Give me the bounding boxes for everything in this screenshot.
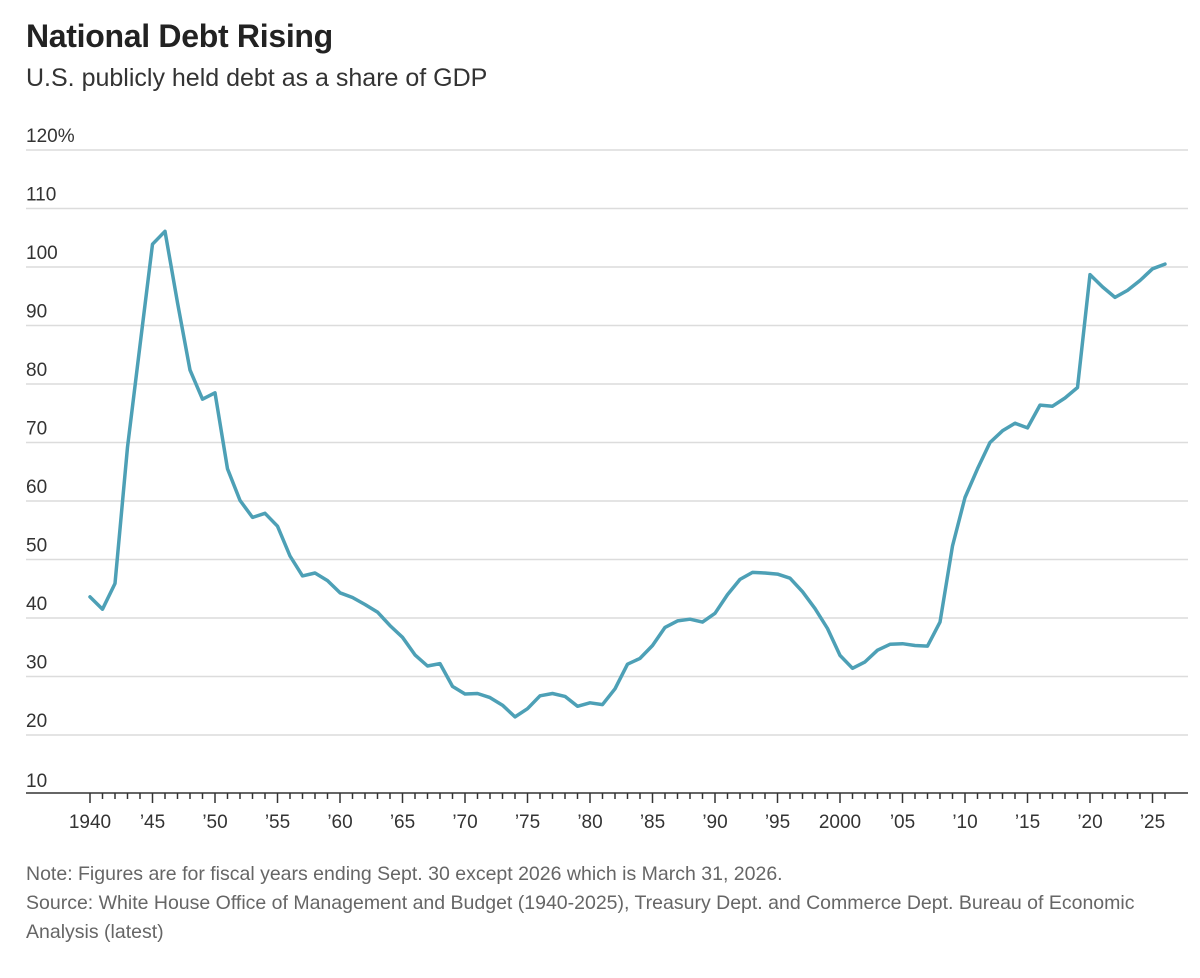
x-tick-label: 1940 [69, 812, 111, 833]
series-line [88, 229, 1167, 719]
x-tick-label: ’90 [702, 812, 727, 833]
x-tick-label: ’15 [1015, 812, 1040, 833]
x-tick-label: ’20 [1077, 812, 1102, 833]
chart-title: National Debt Rising [26, 18, 333, 54]
y-tick-label: 30 [26, 653, 47, 674]
x-tick-label: ’95 [765, 812, 790, 833]
series-layer [88, 229, 1167, 719]
x-tick-label: ’60 [327, 812, 352, 833]
x-tick-label: ’80 [577, 812, 602, 833]
y-tick-label: 70 [26, 419, 47, 440]
y-tick-label: 120% [26, 126, 75, 147]
chart-subtitle: U.S. publicly held debt as a share of GD… [26, 64, 488, 92]
x-tick-label: ’55 [265, 812, 290, 833]
x-tick-label: ’65 [390, 812, 415, 833]
y-tick-label: 90 [26, 302, 47, 323]
y-tick-label: 10 [26, 771, 47, 792]
x-tick-label: ’70 [452, 812, 477, 833]
x-tick-label: ’45 [140, 812, 165, 833]
chart-notes: Note: Figures are for fiscal years endin… [26, 860, 1186, 947]
footnote: Note: Figures are for fiscal years endin… [26, 863, 783, 885]
y-tick-label: 100 [26, 243, 58, 264]
x-tick-label: ’05 [890, 812, 915, 833]
x-tick-label: ’25 [1140, 812, 1165, 833]
x-tick-label: ’50 [202, 812, 227, 833]
x-tick-label: ’85 [640, 812, 665, 833]
line-chart: 120% 110 100 90 80 70 60 50 40 30 20 10 1940 ’45 ’50 ’… [26, 126, 1188, 833]
x-tick-label: 2000 [819, 812, 861, 833]
x-tick-label: ’10 [952, 812, 977, 833]
y-tick-label: 50 [26, 536, 47, 557]
source-note: Source: White House Office of Management… [26, 892, 1135, 943]
y-tick-label: 80 [26, 360, 47, 381]
y-axis-labels: 120% 110 100 90 80 70 60 50 40 30 20 10 [26, 126, 75, 792]
y-tick-label: 20 [26, 711, 47, 732]
x-axis: 1940 ’45 ’50 ’55 ’60 ’65 ’70 ’75 ’80 ’85 ’90 ’95 200… [26, 792, 1188, 833]
x-tick-label: ’75 [515, 812, 540, 833]
y-tick-label: 60 [26, 477, 47, 498]
gridlines [26, 149, 1188, 736]
y-tick-label: 40 [26, 594, 47, 615]
y-tick-label: 110 [26, 185, 56, 206]
